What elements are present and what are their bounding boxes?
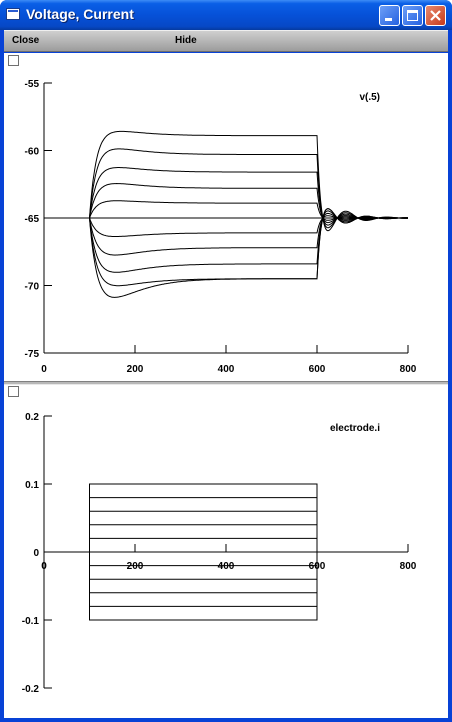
voltage-trace	[44, 148, 408, 229]
y-tick-label: -65	[25, 214, 40, 225]
y-tick-label: -55	[25, 79, 40, 90]
voltage-trace	[44, 208, 408, 298]
window-title: Voltage, Current	[26, 6, 134, 22]
x-tick-label: 0	[41, 561, 47, 572]
voltage-plot: 0 200 400 600 800 -55 -60 -65 -70 -75 v(.5)	[25, 79, 417, 375]
x-tick-label: 200	[127, 561, 144, 572]
voltage-trace	[44, 200, 408, 221]
x-tick-label: 800	[400, 561, 417, 572]
window-icon	[6, 8, 20, 20]
x-tick-label: 400	[218, 364, 235, 375]
current-trace	[44, 537, 318, 553]
close-icon	[430, 10, 441, 21]
current-trace	[44, 551, 318, 621]
maximize-button[interactable]	[402, 5, 423, 26]
y-tick-label: 0	[33, 548, 39, 559]
close-menu-button[interactable]: Close	[12, 35, 40, 46]
maximize-icon	[407, 10, 418, 21]
y-tick-label: 0.1	[25, 480, 39, 491]
voltage-trace	[44, 215, 408, 237]
x-tick-label: 0	[41, 364, 47, 375]
minimize-icon	[385, 18, 392, 21]
voltage-trace	[44, 210, 408, 273]
menu-bar: Close Hide	[4, 30, 448, 52]
graph-area-bottom: 0 200 400 600 800 0.2 0.1 0 -0.1 -0.2 electrode.i	[4, 385, 448, 718]
y-tick-label: -70	[25, 282, 40, 293]
y-tick-label: -0.1	[22, 616, 40, 627]
legend-label: electrode.i	[330, 423, 380, 434]
x-tick-label: 200	[127, 364, 144, 375]
top-graph-checkbox[interactable]	[8, 55, 19, 66]
voltage-trace	[44, 182, 408, 224]
y-tick-label: 0.2	[25, 412, 39, 423]
bottom-graph-checkbox[interactable]	[8, 386, 19, 397]
graph-divider[interactable]	[4, 381, 448, 385]
title-bar[interactable]: Voltage, Current	[0, 0, 452, 30]
voltage-trace	[44, 212, 408, 256]
x-tick-label: 800	[400, 364, 417, 375]
current-trace	[44, 510, 318, 553]
y-tick-label: -60	[25, 147, 40, 158]
y-tick-label: -0.2	[22, 684, 40, 695]
current-trace	[44, 483, 318, 553]
x-tick-label: 600	[309, 364, 326, 375]
voltage-trace	[44, 167, 408, 226]
voltage-trace	[44, 130, 408, 232]
x-tick-label: 400	[218, 561, 235, 572]
hide-menu-button[interactable]: Hide	[175, 35, 197, 46]
close-window-button[interactable]	[425, 5, 446, 26]
current-trace	[44, 551, 318, 594]
legend-label: v(.5)	[359, 92, 380, 103]
current-trace	[44, 551, 318, 567]
y-tick-label: -75	[25, 349, 40, 360]
minimize-button[interactable]	[379, 5, 400, 26]
